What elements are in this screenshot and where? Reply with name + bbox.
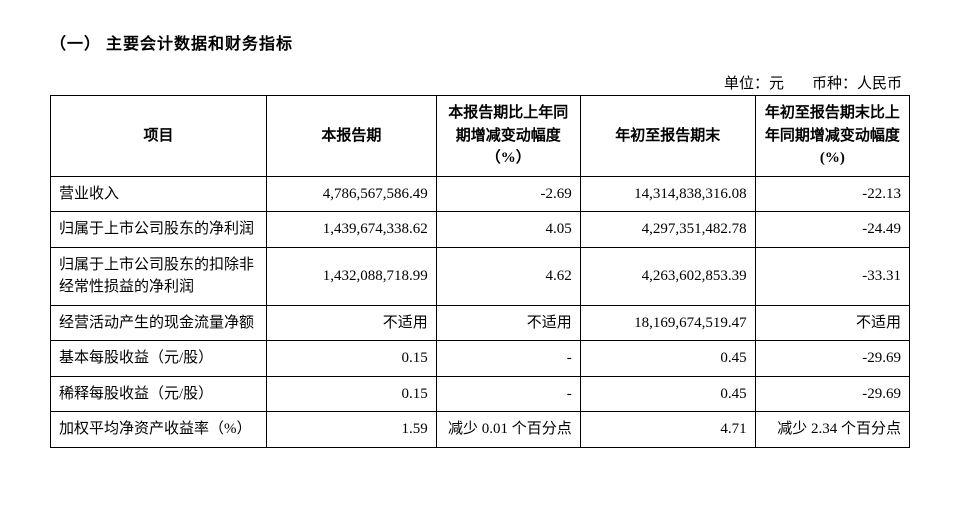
cell-item: 营业收入 (51, 176, 267, 212)
table-row: 经营活动产生的现金流量净额 不适用 不适用 18,169,674,519.47 … (51, 305, 910, 341)
cell-change-ytd-yoy: -22.13 (755, 176, 909, 212)
cell-ytd: 0.45 (580, 341, 755, 377)
cell-item: 归属于上市公司股东的扣除非经常性损益的净利润 (51, 247, 267, 305)
table-row: 营业收入 4,786,567,586.49 -2.69 14,314,838,3… (51, 176, 910, 212)
cell-change-ytd-yoy: -29.69 (755, 341, 909, 377)
header-item: 项目 (51, 96, 267, 177)
cell-current: 不适用 (267, 305, 437, 341)
table-header-row: 项目 本报告期 本报告期比上年同期增减变动幅度（%） 年初至报告期末 年初至报告… (51, 96, 910, 177)
cell-ytd: 0.45 (580, 376, 755, 412)
cell-current: 1.59 (267, 412, 437, 448)
unit-value: 元 (769, 76, 784, 92)
cell-change-yoy: - (436, 376, 580, 412)
cell-change-yoy: 4.62 (436, 247, 580, 305)
cell-ytd: 4,263,602,853.39 (580, 247, 755, 305)
header-change-ytd-yoy: 年初至报告期末比上年同期增减变动幅度(%) (755, 96, 909, 177)
cell-current: 1,439,674,338.62 (267, 212, 437, 248)
cell-change-ytd-yoy: -24.49 (755, 212, 909, 248)
cell-change-ytd-yoy: 不适用 (755, 305, 909, 341)
cell-item: 基本每股收益（元/股） (51, 341, 267, 377)
cell-current: 4,786,567,586.49 (267, 176, 437, 212)
table-row: 加权平均净资产收益率（%） 1.59 减少 0.01 个百分点 4.71 减少 … (51, 412, 910, 448)
cell-change-yoy: -2.69 (436, 176, 580, 212)
cell-change-ytd-yoy: 减少 2.34 个百分点 (755, 412, 909, 448)
cell-ytd: 4.71 (580, 412, 755, 448)
cell-item: 归属于上市公司股东的净利润 (51, 212, 267, 248)
cell-change-ytd-yoy: -33.31 (755, 247, 909, 305)
section-title: （一） 主要会计数据和财务指标 (50, 30, 910, 54)
cell-change-yoy: 减少 0.01 个百分点 (436, 412, 580, 448)
header-current-period: 本报告期 (267, 96, 437, 177)
unit-currency-line: 单位：元 币种：人民币 (50, 72, 910, 93)
table-row: 稀释每股收益（元/股） 0.15 - 0.45 -29.69 (51, 376, 910, 412)
table-row: 归属于上市公司股东的净利润 1,439,674,338.62 4.05 4,29… (51, 212, 910, 248)
unit-label: 单位： (724, 76, 769, 92)
cell-ytd: 18,169,674,519.47 (580, 305, 755, 341)
cell-change-yoy: 4.05 (436, 212, 580, 248)
header-change-yoy: 本报告期比上年同期增减变动幅度（%） (436, 96, 580, 177)
cell-item: 加权平均净资产收益率（%） (51, 412, 267, 448)
currency-value: 人民币 (857, 76, 902, 92)
cell-current: 0.15 (267, 376, 437, 412)
currency-label: 币种： (812, 76, 857, 92)
cell-change-yoy: - (436, 341, 580, 377)
cell-item: 稀释每股收益（元/股） (51, 376, 267, 412)
cell-change-ytd-yoy: -29.69 (755, 376, 909, 412)
financial-table: 项目 本报告期 本报告期比上年同期增减变动幅度（%） 年初至报告期末 年初至报告… (50, 95, 910, 448)
cell-ytd: 4,297,351,482.78 (580, 212, 755, 248)
cell-ytd: 14,314,838,316.08 (580, 176, 755, 212)
header-ytd: 年初至报告期末 (580, 96, 755, 177)
cell-item: 经营活动产生的现金流量净额 (51, 305, 267, 341)
cell-current: 1,432,088,718.99 (267, 247, 437, 305)
cell-change-yoy: 不适用 (436, 305, 580, 341)
table-row: 归属于上市公司股东的扣除非经常性损益的净利润 1,432,088,718.99 … (51, 247, 910, 305)
table-row: 基本每股收益（元/股） 0.15 - 0.45 -29.69 (51, 341, 910, 377)
cell-current: 0.15 (267, 341, 437, 377)
